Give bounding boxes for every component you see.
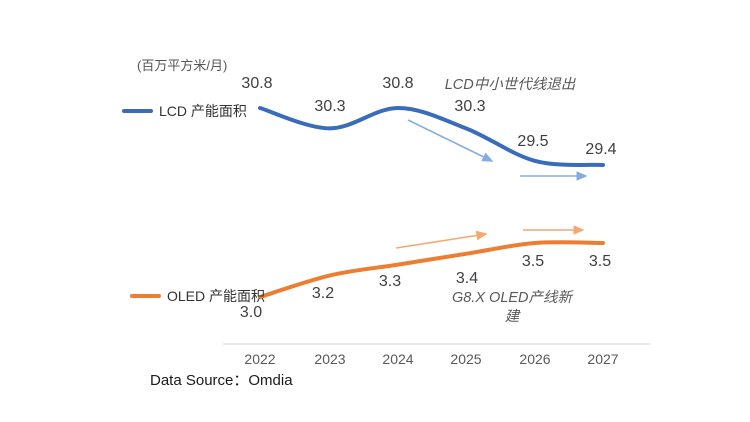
data-label: 3.0 — [239, 304, 263, 321]
lcd-decline-arrow-icon — [407, 119, 494, 162]
legend-oled: OLED 产能面积 — [130, 286, 265, 306]
oled-series-line — [258, 240, 605, 299]
data-label: 29.5 — [517, 132, 549, 150]
y-axis-unit-label: (百万平方米/月) — [137, 58, 228, 73]
data-label: 3.5 — [521, 253, 545, 270]
data-label: 30.3 — [314, 98, 346, 116]
data-label: 30.8 — [241, 75, 273, 92]
data-label: 3.4 — [455, 269, 479, 287]
x-tick-label: 2024 — [382, 351, 414, 367]
data-label: 30.8 — [382, 75, 414, 92]
x-tick-label: 2027 — [587, 351, 619, 367]
x-tick-label: 2026 — [519, 351, 551, 367]
data-label: 3.2 — [311, 285, 335, 303]
annotation-lcd-exit: LCD中小世代线退出 — [444, 77, 576, 93]
x-tick-label: 2025 — [450, 351, 482, 367]
data-label: 29.4 — [585, 140, 617, 158]
legend-oled-label: OLED 产能面积 — [167, 288, 266, 304]
legend-lcd: LCD 产能面积 — [122, 101, 247, 121]
annotation-oled-line2: 建 — [504, 309, 520, 325]
x-tick-label: 2022 — [244, 351, 276, 367]
oled-line-swatch-icon — [130, 294, 161, 298]
annotation-oled-line1: G8.X OLED产线新 — [451, 290, 573, 306]
data-label: 3.5 — [588, 253, 612, 270]
annotation-oled-newline: G8.X OLED产线新 建 — [430, 289, 594, 327]
oled-rise-arrow-icon — [395, 230, 488, 249]
lcd-line-swatch-icon — [122, 109, 153, 113]
data-source: Data Source：Omdia — [150, 372, 293, 389]
legend-lcd-label: LCD 产能面积 — [159, 103, 247, 119]
lcd-series-line — [258, 106, 605, 168]
x-tick-label: 2023 — [314, 351, 346, 367]
data-label: 30.3 — [454, 98, 486, 116]
data-label: 3.3 — [378, 272, 402, 290]
